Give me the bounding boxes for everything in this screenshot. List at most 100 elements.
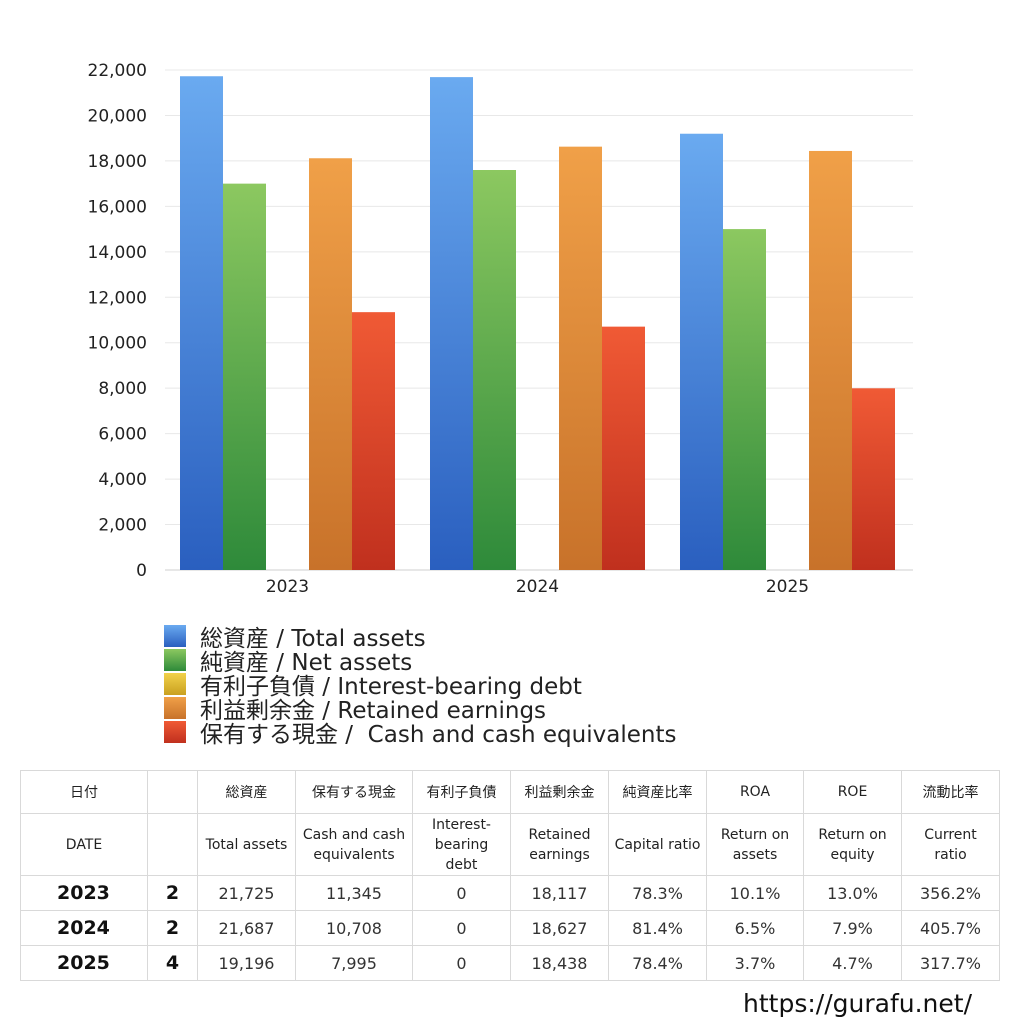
header-cell bbox=[147, 770, 198, 814]
table-cell: 0 bbox=[412, 910, 511, 946]
header-cell: 総資産 bbox=[197, 770, 296, 814]
bar bbox=[602, 326, 645, 570]
legend-swatch bbox=[164, 721, 186, 743]
site-url[interactable]: https://gurafu.net/ bbox=[743, 989, 972, 1018]
financial-table: 日付 総資産 保有する現金 有利子負債 利益剰余金 純資産比率 ROA ROE 流動比率 DAT… bbox=[20, 770, 1000, 981]
table-cell: 10,708 bbox=[295, 910, 413, 946]
table-cell: 18,117 bbox=[510, 875, 609, 911]
table-header-en: DATE Total assets Cash and cash equivalents… bbox=[20, 813, 1000, 876]
bar bbox=[223, 183, 266, 571]
table-cell: 11,345 bbox=[295, 875, 413, 911]
table-row: 2025 4 19,196 7,995 0 18,438 78.4% 3.7% 4.7% 317.… bbox=[20, 945, 1000, 981]
table-cell: 2 bbox=[147, 910, 198, 946]
bar bbox=[852, 388, 895, 570]
table-cell: 81.4% bbox=[608, 910, 707, 946]
table-cell: 6.5% bbox=[706, 910, 804, 946]
table-cell: 18,438 bbox=[510, 945, 609, 981]
x-tick-label: 2023 bbox=[266, 577, 309, 597]
bar bbox=[352, 312, 395, 570]
table-cell: 18,627 bbox=[510, 910, 609, 946]
y-tick-label: 16,000 bbox=[88, 197, 147, 217]
legend-swatch bbox=[164, 697, 186, 719]
y-tick-label: 20,000 bbox=[88, 106, 147, 126]
bar bbox=[723, 229, 766, 570]
legend-swatch bbox=[164, 625, 186, 647]
y-tick-label: 0 bbox=[136, 561, 147, 581]
header-cell: 保有する現金 bbox=[295, 770, 413, 814]
bar bbox=[180, 76, 223, 570]
header-cell bbox=[147, 813, 198, 876]
legend: 総資産 / Total assets 純資産 / Net assets 有利子負… bbox=[164, 624, 676, 748]
bar bbox=[309, 158, 352, 570]
table-cell: 10.1% bbox=[706, 875, 804, 911]
y-tick-label: 8,000 bbox=[98, 379, 147, 399]
table-cell: 78.3% bbox=[608, 875, 707, 911]
legend-swatch bbox=[164, 673, 186, 695]
bar bbox=[473, 170, 516, 570]
header-cell: Current ratio bbox=[901, 813, 1000, 876]
legend-item-total-assets: 総資産 / Total assets bbox=[164, 624, 676, 652]
table-cell: 2025 bbox=[20, 945, 148, 981]
table-cell: 2023 bbox=[20, 875, 148, 911]
legend-item-interest-bearing-debt: 有利子負債 / Interest-bearing debt bbox=[164, 672, 676, 700]
y-tick-label: 6,000 bbox=[98, 425, 147, 445]
legend-label: 利益剰余金 / Retained earnings bbox=[200, 698, 547, 724]
table-cell: 19,196 bbox=[197, 945, 296, 981]
table-cell: 317.7% bbox=[901, 945, 1000, 981]
legend-label: 保有する現金 / Cash and cash equivalents bbox=[200, 722, 677, 748]
header-cell: ROA bbox=[706, 770, 804, 814]
table-cell: 21,687 bbox=[197, 910, 296, 946]
table-cell: 4.7% bbox=[803, 945, 902, 981]
x-tick-label: 2024 bbox=[516, 577, 559, 597]
header-cell: 有利子負債 bbox=[412, 770, 511, 814]
header-cell: Total assets bbox=[197, 813, 296, 876]
table-cell: 2024 bbox=[20, 910, 148, 946]
header-cell: ROE bbox=[803, 770, 902, 814]
header-cell: 純資産比率 bbox=[608, 770, 707, 814]
y-tick-label: 22,000 bbox=[88, 61, 147, 81]
legend-item-net-assets: 純資産 / Net assets bbox=[164, 648, 676, 676]
legend-label: 総資産 / Total assets bbox=[200, 626, 426, 652]
table-cell: 2 bbox=[147, 875, 198, 911]
header-cell: Capital ratio bbox=[608, 813, 707, 876]
legend-item-retained-earnings: 利益剰余金 / Retained earnings bbox=[164, 696, 676, 724]
table-cell: 0 bbox=[412, 875, 511, 911]
table-cell: 13.0% bbox=[803, 875, 902, 911]
table-cell: 405.7% bbox=[901, 910, 1000, 946]
x-tick-label: 2025 bbox=[766, 577, 809, 597]
header-cell: DATE bbox=[20, 813, 148, 876]
header-cell: 利益剰余金 bbox=[510, 770, 609, 814]
header-cell: 流動比率 bbox=[901, 770, 1000, 814]
y-tick-label: 2,000 bbox=[98, 516, 147, 536]
legend-swatch bbox=[164, 649, 186, 671]
table-cell: 0 bbox=[412, 945, 511, 981]
legend-label: 純資産 / Net assets bbox=[200, 650, 413, 676]
table-header-jp: 日付 総資産 保有する現金 有利子負債 利益剰余金 純資産比率 ROA ROE 流動比率 bbox=[20, 770, 1000, 814]
y-axis-ticks: 0 2,000 4,000 6,000 8,000 10,000 12,000 14,000 1… bbox=[88, 61, 147, 581]
x-axis-ticks: 2023 2024 2025 bbox=[266, 577, 809, 597]
table-cell: 7,995 bbox=[295, 945, 413, 981]
table-row: 2023 2 21,725 11,345 0 18,117 78.3% 10.1% 13.0% 3… bbox=[20, 875, 1000, 911]
header-cell: Cash and cash equivalents bbox=[295, 813, 413, 876]
legend-item-cash: 保有する現金 / Cash and cash equivalents bbox=[164, 720, 676, 748]
y-tick-label: 12,000 bbox=[88, 288, 147, 308]
bar bbox=[680, 133, 723, 570]
y-tick-label: 18,000 bbox=[88, 152, 147, 172]
table-cell: 356.2% bbox=[901, 875, 1000, 911]
table-cell: 7.9% bbox=[803, 910, 902, 946]
y-tick-label: 10,000 bbox=[88, 334, 147, 354]
y-tick-label: 14,000 bbox=[88, 243, 147, 263]
table-cell: 3.7% bbox=[706, 945, 804, 981]
header-cell: Return on equity bbox=[803, 813, 902, 876]
header-cell: Return on assets bbox=[706, 813, 804, 876]
header-cell: Interest-bearing debt bbox=[412, 813, 511, 876]
header-cell: Retained earnings bbox=[510, 813, 609, 876]
header-cell: 日付 bbox=[20, 770, 148, 814]
bar-chart: 0 2,000 4,000 6,000 8,000 10,000 12,000 14,000 1… bbox=[88, 61, 913, 597]
bar bbox=[430, 77, 473, 570]
table-row: 2024 2 21,687 10,708 0 18,627 81.4% 6.5% 7.9% 405… bbox=[20, 910, 1000, 946]
bars bbox=[180, 76, 895, 571]
gridlines bbox=[165, 69, 913, 571]
bar bbox=[559, 146, 602, 570]
y-tick-label: 4,000 bbox=[98, 470, 147, 490]
